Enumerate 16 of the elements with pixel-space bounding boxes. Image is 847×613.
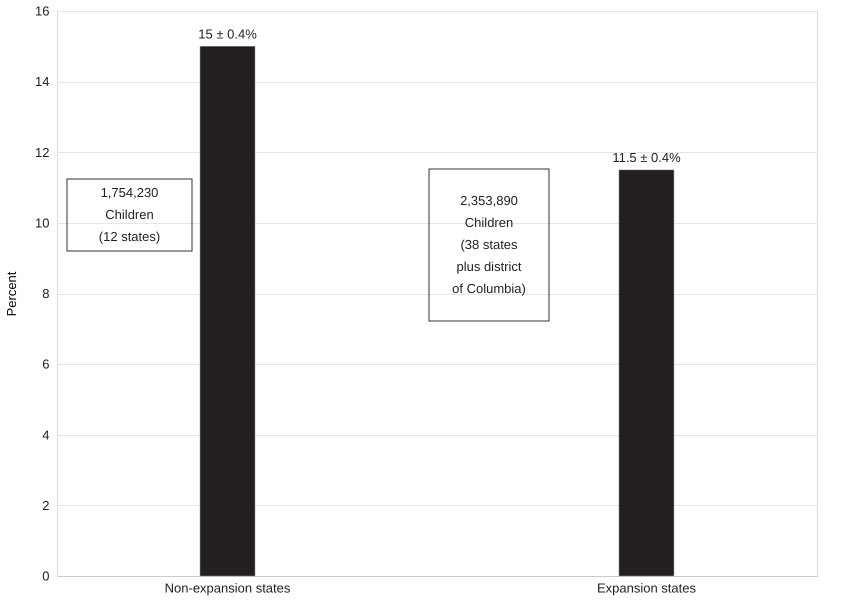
y-tick-label: 6 — [42, 356, 50, 372]
y-tick-label: 8 — [42, 286, 50, 301]
y-tick-label: 4 — [42, 427, 50, 442]
annotation: 1,754,230 Children (12 states) — [98, 185, 160, 244]
y-tick-label: 10 — [35, 215, 50, 230]
data-label: 11.5 ± 0.4% — [612, 150, 682, 165]
x-tick-label: Non-expansion states — [164, 580, 291, 596]
y-tick-label: 16 — [35, 4, 50, 18]
y-tick-label: 14 — [35, 74, 50, 90]
y-tick-label: 0 — [42, 568, 50, 584]
y-tick-label: 12 — [35, 144, 50, 160]
annotation: 2,353,890 Children (38 states plus district of Columbia) — [452, 193, 526, 296]
y-tick-label: 2 — [42, 498, 50, 513]
y-axis-title: Percent — [4, 271, 20, 316]
x-tick-label: Expansion states — [596, 580, 696, 596]
data-label: 15 ± 0.4% — [198, 26, 258, 42]
